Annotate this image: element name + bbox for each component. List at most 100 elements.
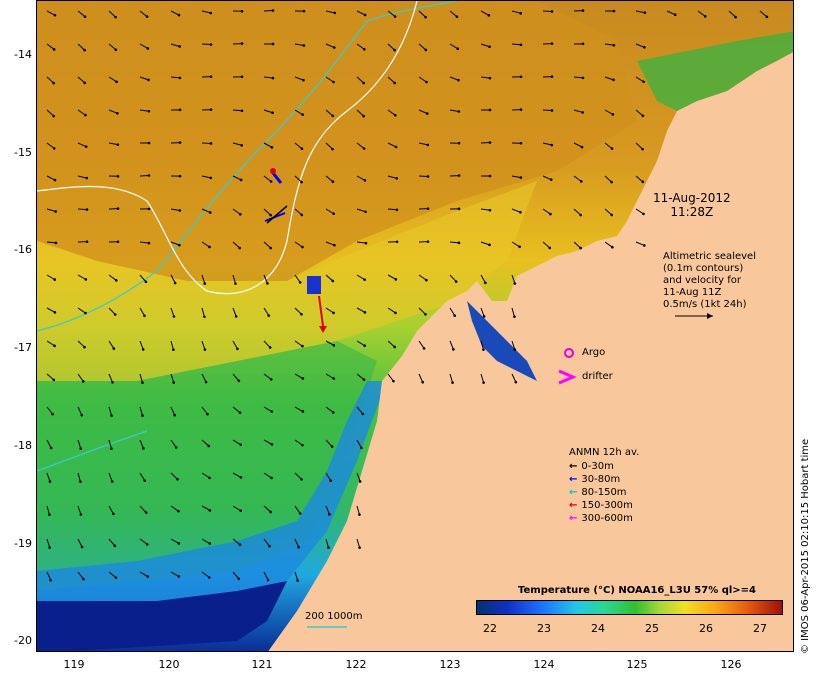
- velocity-arrow: [294, 307, 302, 315]
- velocity-arrow: [77, 538, 83, 548]
- velocity-arrow: [108, 373, 113, 383]
- sst-map[interactable]: [37, 1, 794, 652]
- velocity-arrow-head: [393, 113, 397, 117]
- velocity-arrow: [170, 208, 180, 211]
- velocity-arrow-head: [271, 76, 275, 80]
- velocity-arrow-head: [240, 75, 244, 79]
- velocity-arrow-head: [112, 347, 116, 350]
- velocity-arrow-head: [298, 512, 302, 515]
- velocity-arrow: [170, 373, 175, 383]
- velocity-arrow: [108, 10, 116, 18]
- velocity-arrow: [387, 307, 396, 314]
- velocity-arrow: [325, 472, 332, 481]
- lat-label-5: -19: [14, 537, 32, 550]
- velocity-arrow-head: [85, 208, 89, 211]
- anmn-legend-item-3: ← 150-300m: [569, 500, 633, 511]
- velocity-arrow: [46, 142, 55, 149]
- warm-water-region: [37, 1, 637, 281]
- velocity-arrow: [139, 76, 149, 81]
- velocity-arrow-head: [332, 311, 335, 315]
- velocity-arrow-head: [673, 13, 677, 16]
- velocity-arrow-head: [83, 345, 86, 349]
- velocity-arrow-head: [549, 212, 552, 216]
- velocity-arrow-head: [144, 280, 148, 284]
- velocity-arrow: [635, 43, 645, 48]
- velocity-arrow: [387, 340, 396, 348]
- velocity-arrow-head: [177, 542, 181, 545]
- velocity-arrow-head: [172, 315, 176, 318]
- velocity-arrow: [170, 472, 178, 480]
- velocity-arrow-head: [426, 240, 430, 243]
- velocity-arrow: [604, 109, 614, 115]
- velocity-arrow: [480, 76, 490, 79]
- velocity-arrow-head: [610, 147, 614, 150]
- velocity-arrow-head: [581, 42, 585, 46]
- velocity-arrow: [511, 373, 517, 383]
- velocity-arrow-head: [330, 445, 334, 448]
- velocity-arrow: [201, 10, 211, 14]
- velocity-arrow-head: [300, 213, 304, 217]
- velocity-arrow-head: [239, 212, 242, 216]
- velocity-arrow-head: [331, 114, 335, 118]
- velocity-arrow-head: [52, 48, 56, 51]
- velocity-arrow-head: [178, 45, 181, 48]
- velocity-arrow: [201, 505, 211, 511]
- velocity-arrow: [77, 472, 81, 482]
- velocity-arrow: [325, 373, 335, 379]
- colorbar-tick-4: 26: [699, 622, 713, 635]
- velocity-arrow-head: [550, 10, 554, 13]
- velocity-arrow: [356, 406, 364, 415]
- velocity-arrow: [511, 175, 521, 179]
- velocity-arrow: [77, 109, 86, 116]
- velocity-arrow: [77, 142, 87, 148]
- velocity-arrow-head: [84, 113, 87, 117]
- velocity-arrow-head: [83, 48, 86, 52]
- velocity-arrow: [325, 439, 333, 447]
- velocity-arrow-head: [329, 479, 333, 482]
- velocity-arrow: [635, 175, 644, 183]
- velocity-arrow-head: [269, 180, 273, 183]
- velocity-arrow: [604, 208, 613, 216]
- velocity-arrow-head: [550, 143, 554, 147]
- velocity-arrow: [356, 538, 361, 548]
- map-frame[interactable]: 11-Aug-2012 11:28Z Altimetric sealevel (…: [36, 0, 794, 652]
- velocity-arrow: [77, 43, 85, 51]
- arrow-4-icon: ←: [569, 513, 578, 524]
- velocity-arrow-head: [519, 43, 523, 47]
- altimetry-line-1: Altimetric sealevel: [663, 251, 756, 262]
- velocity-arrow: [325, 307, 334, 314]
- arrow-3-icon: ←: [569, 500, 578, 511]
- velocity-arrow-head: [208, 245, 211, 249]
- velocity-arrow: [294, 505, 301, 514]
- velocity-arrow-head: [302, 78, 305, 82]
- velocity-arrow-head: [360, 446, 363, 450]
- velocity-arrow-head: [178, 209, 182, 212]
- velocity-arrow: [263, 76, 273, 79]
- velocity-arrow: [387, 109, 396, 116]
- velocity-arrow-head: [363, 13, 367, 17]
- lat-label-4: -18: [14, 439, 32, 452]
- velocity-arrow: [170, 241, 180, 246]
- velocity-arrow: [263, 406, 273, 412]
- velocity-arrow-head: [269, 213, 272, 217]
- velocity-arrow-head: [144, 511, 148, 514]
- altimetry-line-3: and velocity for: [663, 275, 742, 286]
- velocity-arrow-head: [514, 380, 518, 384]
- velocity-arrow: [170, 340, 174, 350]
- velocity-arrow: [325, 175, 334, 183]
- velocity-arrow-head: [147, 207, 151, 211]
- velocity-arrow-head: [550, 75, 554, 78]
- velocity-arrow-head: [173, 281, 177, 285]
- velocity-arrow: [46, 307, 56, 313]
- velocity-arrow: [108, 472, 113, 482]
- colorbar-tick-0: 22: [483, 622, 497, 635]
- velocity-arrow-head: [301, 113, 304, 116]
- velocity-arrow-head: [84, 311, 87, 315]
- velocity-arrow-head: [301, 245, 304, 249]
- velocity-arrow-head: [52, 147, 56, 150]
- velocity-arrow-head: [80, 545, 84, 549]
- lon-label-4: 123: [439, 658, 461, 671]
- velocity-arrow-head: [238, 246, 242, 250]
- lon-label-3: 122: [345, 658, 367, 671]
- velocity-arrow: [356, 505, 360, 515]
